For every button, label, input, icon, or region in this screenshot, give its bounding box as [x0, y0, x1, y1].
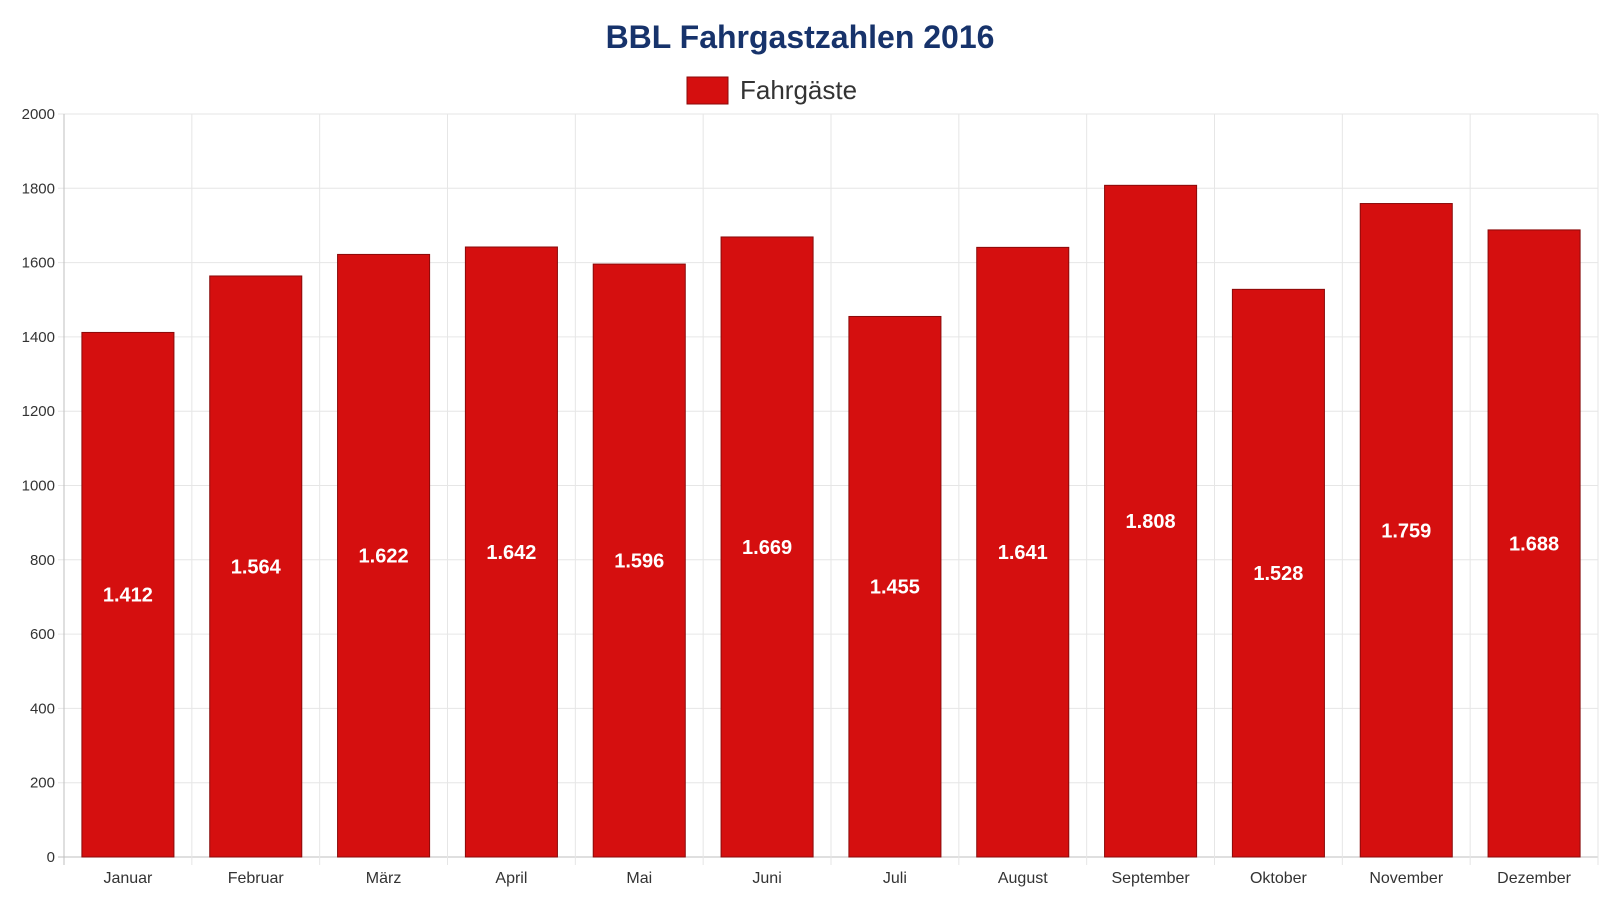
chart-title: BBL Fahrgastzahlen 2016 [606, 19, 995, 55]
bar-märz [337, 253, 431, 858]
data-label: 1.455 [870, 577, 920, 599]
y-tick-label: 800 [30, 552, 55, 569]
y-tick-label: 2000 [22, 106, 55, 123]
data-label: 1.641 [998, 542, 1048, 564]
legend: Fahrgäste [686, 75, 857, 105]
x-tick-label: September [1111, 870, 1190, 887]
x-tick-label: Dezember [1497, 870, 1571, 887]
bar-februar [209, 275, 303, 858]
data-label: 1.669 [742, 537, 792, 559]
bar-juni [720, 236, 814, 858]
y-tick-label: 1800 [22, 180, 55, 197]
x-tick-label: Februar [228, 870, 285, 887]
y-tick-label: 200 [30, 775, 55, 792]
x-tick-label: November [1369, 870, 1443, 887]
data-label: 1.688 [1509, 533, 1559, 555]
data-label: 1.759 [1381, 520, 1431, 542]
y-tick-label: 0 [47, 849, 55, 866]
x-tick-label: Januar [103, 870, 153, 887]
x-axis: Januar Februar März April Mai Juni Juli August S… [103, 870, 1571, 887]
legend-label: Fahrgäste [740, 75, 857, 105]
data-label: 1.808 [1126, 511, 1176, 533]
y-axis: 0 200 400 600 800 1000 1200 1400 1600 1800 2000 [22, 106, 65, 866]
x-tick-label: April [495, 870, 527, 887]
y-tick-label: 400 [30, 700, 55, 717]
x-tick-label: August [998, 870, 1048, 887]
data-label: 1.528 [1253, 563, 1303, 585]
y-tick-label: 1600 [22, 255, 55, 272]
data-label: 1.622 [359, 546, 409, 568]
y-tick-label: 1000 [22, 478, 55, 495]
bar-dezember [1487, 229, 1581, 858]
bar-september [1104, 184, 1198, 858]
legend-swatch [686, 76, 729, 105]
x-tick-label: Oktober [1250, 870, 1308, 887]
x-tick-label: Mai [626, 870, 652, 887]
data-label: 1.564 [231, 556, 282, 578]
bar-november [1359, 203, 1453, 858]
data-label: 1.642 [486, 542, 536, 564]
data-label: 1.412 [103, 585, 153, 607]
y-tick-label: 1200 [22, 403, 55, 420]
x-tick-label: Juni [752, 870, 781, 887]
data-label: 1.596 [614, 551, 664, 573]
bars: 1.412 1.564 1.622 1.642 1.596 1.669 1.455 1.641… [81, 184, 1581, 858]
bar-mai [592, 263, 686, 858]
gridlines [58, 113, 1599, 865]
y-tick-label: 1400 [22, 329, 55, 346]
bar-april [464, 246, 558, 858]
bar-juli [848, 315, 942, 858]
bar-oktober [1231, 288, 1325, 858]
bar-januar [81, 331, 175, 858]
x-tick-label: März [366, 870, 402, 887]
x-tick-label: Juli [883, 870, 907, 887]
y-tick-label: 600 [30, 626, 55, 643]
bar-august [976, 246, 1070, 858]
